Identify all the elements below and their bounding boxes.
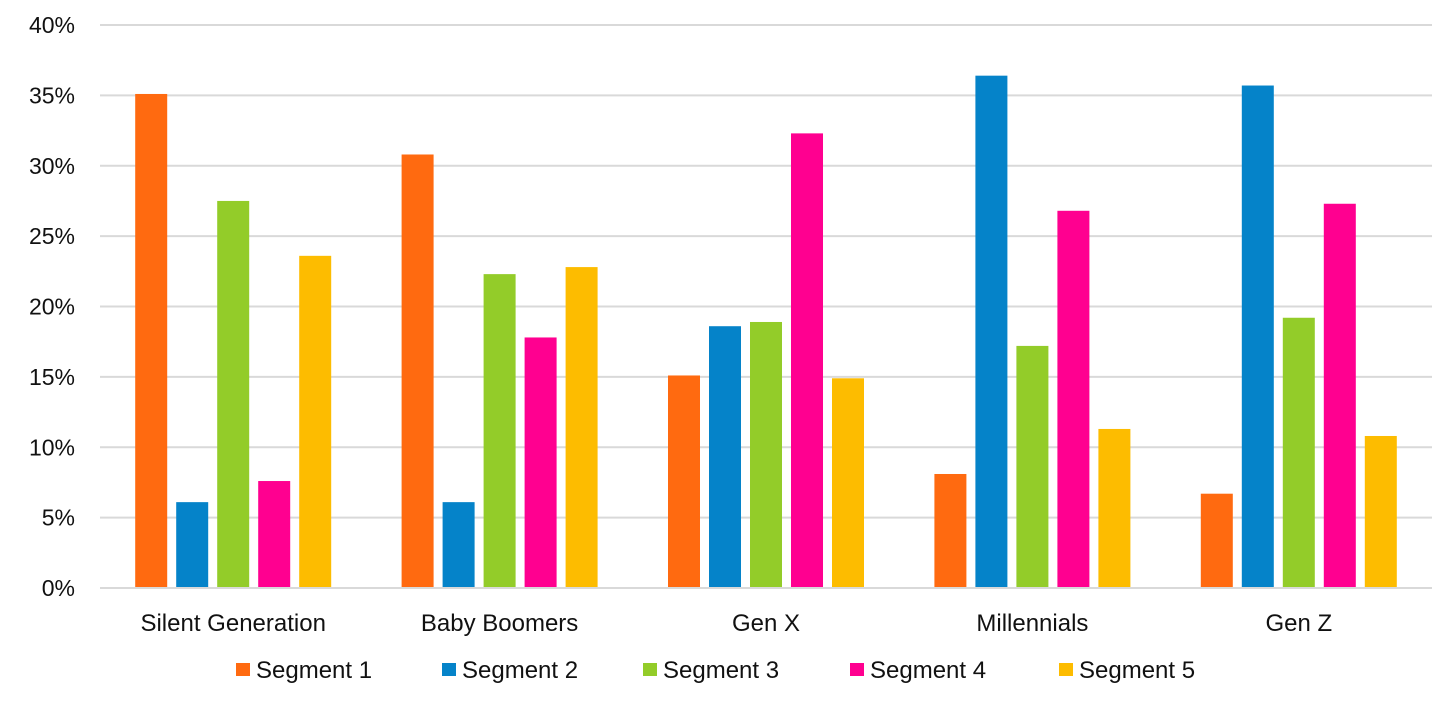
x-tick-label: Gen X	[732, 610, 800, 637]
bar-segment-3	[217, 200, 250, 588]
y-axis-ticks: 0% 5% 10% 15% 20% 25% 30% 35% 40%	[29, 12, 75, 601]
legend-item: Segment 4	[850, 657, 986, 684]
bar-segment-4	[791, 133, 823, 588]
legend-label: Segment 3	[663, 657, 779, 684]
legend-label: Segment 1	[256, 657, 372, 684]
bar-segment-3	[483, 274, 516, 588]
y-tick-label: 0%	[42, 575, 75, 601]
bar-segment-5	[1098, 428, 1131, 588]
bar-segment-4	[524, 337, 557, 588]
bar-segment-5	[832, 378, 864, 588]
bar-group	[1200, 85, 1397, 589]
legend-swatch	[850, 663, 864, 676]
bar-segment-2	[1241, 85, 1274, 589]
legend-swatch	[236, 663, 250, 676]
legend-swatch	[643, 663, 657, 676]
y-tick-label: 35%	[29, 82, 75, 108]
bar-segment-3	[1282, 317, 1315, 588]
bar-group	[135, 93, 332, 588]
bar-segment-1	[1200, 493, 1233, 588]
bar-segment-4	[1057, 210, 1090, 589]
bar-group	[934, 75, 1131, 589]
bar-group	[401, 154, 598, 589]
bar-segment-1	[668, 375, 700, 588]
y-tick-label: 40%	[29, 12, 75, 38]
bar-segment-2	[709, 326, 741, 588]
bar-segment-5	[565, 267, 598, 588]
bar-segment-5	[299, 255, 332, 588]
x-tick-label: Millennials	[976, 610, 1088, 637]
bar-segment-1	[135, 93, 168, 588]
legend-item: Segment 5	[1059, 657, 1195, 684]
legend: Segment 1 Segment 2 Segment 3 Segment 4 Segm…	[236, 657, 1195, 684]
bar-group	[668, 133, 864, 588]
legend-item: Segment 3	[643, 657, 779, 684]
y-tick-label: 15%	[29, 364, 75, 390]
legend-label: Segment 2	[462, 657, 578, 684]
bar-segment-2	[176, 502, 209, 588]
x-tick-label: Silent Generation	[140, 610, 325, 637]
y-tick-label: 25%	[29, 223, 75, 249]
legend-label: Segment 5	[1079, 657, 1195, 684]
y-tick-label: 20%	[29, 294, 75, 320]
bars	[135, 75, 1397, 589]
bar-segment-3	[750, 321, 782, 588]
bar-segment-1	[401, 154, 434, 589]
bar-segment-2	[975, 75, 1008, 589]
y-tick-label: 30%	[29, 153, 75, 179]
x-axis-ticks: Silent Generation Baby Boomers Gen X Millen…	[140, 610, 1332, 637]
legend-swatch	[442, 663, 456, 676]
bar-segment-1	[934, 473, 967, 588]
bar-segment-3	[1016, 345, 1049, 588]
y-tick-label: 10%	[29, 434, 75, 460]
legend-label: Segment 4	[870, 657, 986, 684]
x-tick-label: Baby Boomers	[421, 610, 578, 637]
bar-segment-4	[258, 481, 291, 588]
y-tick-label: 5%	[42, 505, 75, 531]
bar-segment-5	[1364, 435, 1397, 588]
bar-segment-2	[442, 502, 475, 588]
legend-item: Segment 2	[442, 657, 578, 684]
legend-swatch	[1059, 663, 1073, 676]
bar-segment-4	[1323, 203, 1356, 588]
legend-item: Segment 1	[236, 657, 372, 684]
x-tick-label: Gen Z	[1265, 610, 1332, 637]
